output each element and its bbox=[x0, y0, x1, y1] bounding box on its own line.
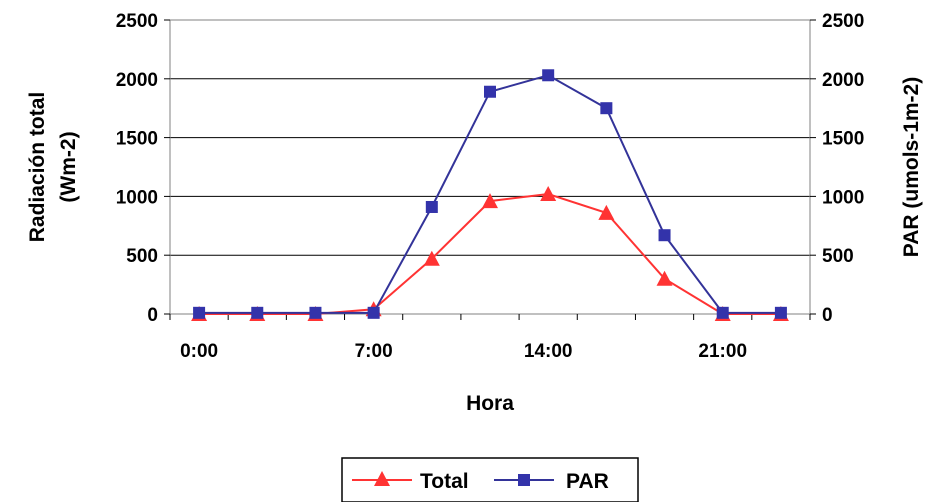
x-axis-title: Hora bbox=[466, 392, 514, 415]
data-point-total bbox=[598, 204, 615, 220]
x-tick-label: 14:00 bbox=[524, 341, 573, 362]
data-point-par bbox=[367, 306, 380, 319]
series-group bbox=[191, 69, 789, 321]
x-ticks: 0:00 7:00 14:00 21:00 bbox=[169, 314, 811, 362]
data-point-par bbox=[600, 102, 613, 115]
legend-total-label: Total bbox=[420, 470, 469, 493]
left-y-ticks: 0 500 1000 1500 2000 2500 bbox=[116, 11, 170, 326]
legend: Total PAR bbox=[341, 457, 639, 502]
right-y-tick-label: 1500 bbox=[822, 129, 864, 150]
data-point-total bbox=[656, 270, 673, 286]
left-y-tick-label: 1500 bbox=[116, 129, 158, 150]
legend-par-marker bbox=[518, 474, 530, 486]
plot-area bbox=[169, 19, 811, 315]
left-y-tick-label: 500 bbox=[126, 246, 158, 267]
right-y-tick-label: 500 bbox=[822, 246, 854, 267]
data-point-total bbox=[482, 193, 498, 209]
data-point-par bbox=[658, 229, 671, 242]
left-y-tick-label: 0 bbox=[147, 305, 158, 326]
y-axis-left-title-line2: (Wm-2) bbox=[57, 131, 80, 202]
data-point-total bbox=[423, 250, 440, 266]
gridlines bbox=[170, 78, 810, 256]
legend-total-marker bbox=[374, 471, 390, 486]
left-y-tick-label: 2500 bbox=[116, 11, 158, 32]
x-tick-label: 7:00 bbox=[355, 341, 393, 362]
data-point-par bbox=[251, 306, 264, 319]
right-y-tick-label: 0 bbox=[822, 305, 833, 326]
data-point-par bbox=[716, 306, 729, 319]
left-y-tick-label: 1000 bbox=[116, 187, 158, 208]
data-point-par bbox=[484, 85, 496, 98]
right-y-tick-label: 2500 bbox=[822, 11, 864, 32]
legend-par-label: PAR bbox=[566, 470, 609, 493]
data-point-par bbox=[193, 306, 206, 319]
x-tick-label: 21:00 bbox=[698, 341, 747, 362]
y-axis-left-title-line1: Radiación total bbox=[26, 92, 49, 243]
right-y-ticks: 0 500 1000 1500 2000 2500 bbox=[810, 11, 864, 326]
right-y-tick-label: 2000 bbox=[822, 70, 864, 91]
x-tick-label: 0:00 bbox=[180, 341, 218, 362]
data-point-par bbox=[309, 306, 322, 319]
data-point-par bbox=[542, 69, 555, 82]
right-y-tick-label: 1000 bbox=[822, 187, 864, 208]
left-y-tick-label: 2000 bbox=[116, 70, 158, 91]
data-point-par bbox=[774, 306, 787, 319]
y-axis-right-title: PAR (umols-1m-2) bbox=[900, 77, 923, 257]
data-point-par bbox=[425, 200, 438, 213]
series-line-total bbox=[199, 193, 781, 315]
data-point-total bbox=[540, 186, 557, 202]
